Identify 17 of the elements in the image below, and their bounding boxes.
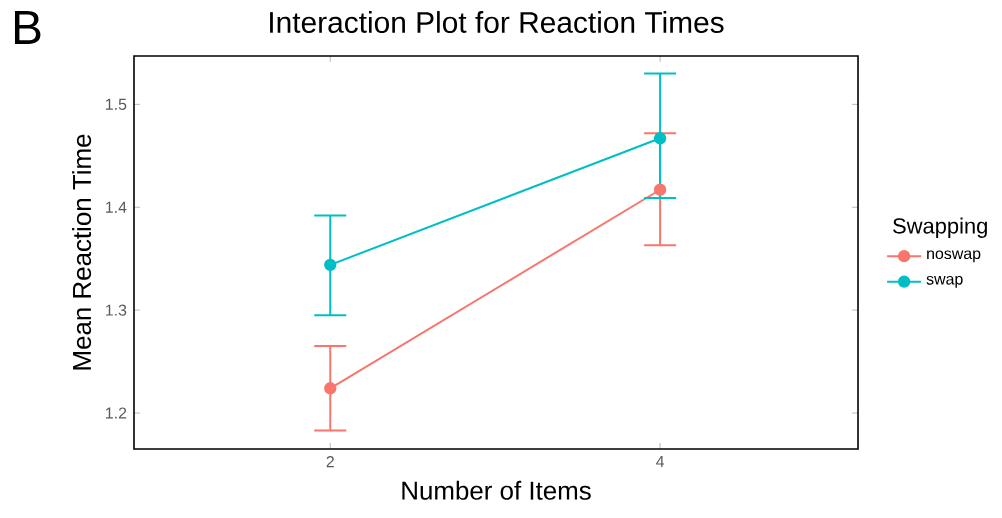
y-tick-label: 1.4 <box>106 201 127 213</box>
y-tick-label: 1.5 <box>106 98 127 110</box>
point <box>324 258 337 272</box>
chart-title: Interaction Plot for Reaction Times <box>270 11 724 33</box>
x-tick-label: 2 <box>326 456 334 468</box>
text: B <box>14 11 41 44</box>
legend-label: noswap <box>927 250 981 263</box>
legend-title: Swapping <box>893 217 987 238</box>
y-tick-label: 1.3 <box>106 304 127 316</box>
y-axis-title: Mean Reaction Time <box>72 134 92 370</box>
point <box>324 382 337 395</box>
x-axis-title: Number of Items <box>402 480 591 500</box>
x-tick-label: 4 <box>656 456 665 468</box>
point <box>653 132 667 145</box>
y-tick-label: 1.2 <box>106 407 127 419</box>
legend-label: swap <box>926 275 963 288</box>
point <box>653 183 667 196</box>
